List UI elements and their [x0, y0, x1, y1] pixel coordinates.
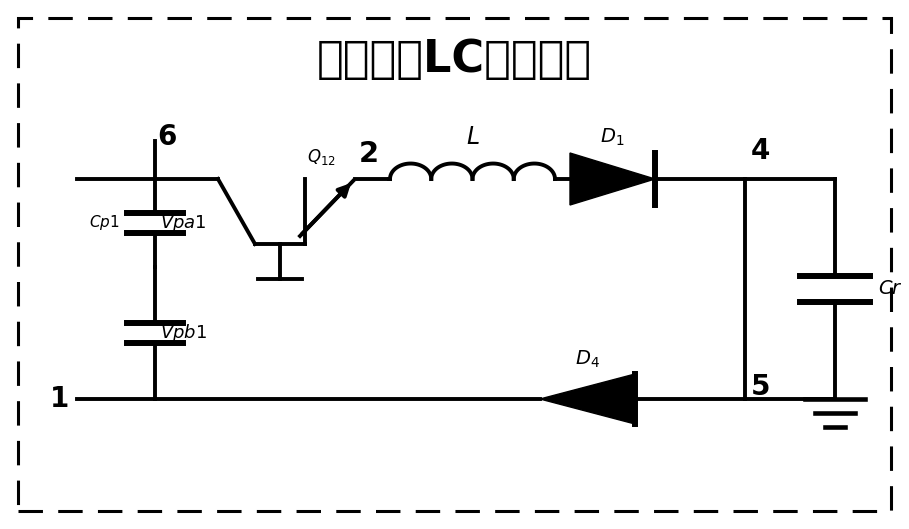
- Text: 正半周期LC振荡回路: 正半周期LC振荡回路: [317, 38, 592, 80]
- Text: 4: 4: [751, 137, 770, 165]
- Text: $\it{Vpb1}$: $\it{Vpb1}$: [160, 322, 207, 344]
- Text: $\it{D_1}$: $\it{D_1}$: [600, 126, 624, 148]
- Text: 5: 5: [751, 373, 771, 401]
- Text: $\it{Vpa1}$: $\it{Vpa1}$: [160, 213, 206, 233]
- Text: 1: 1: [50, 385, 69, 413]
- Polygon shape: [570, 153, 655, 205]
- Text: $\it{Cp1}$: $\it{Cp1}$: [89, 214, 120, 233]
- Text: $\it{L}$: $\it{L}$: [465, 125, 479, 149]
- Polygon shape: [540, 374, 635, 424]
- Text: 6: 6: [157, 123, 176, 151]
- Text: $\it{Q_{12}}$: $\it{Q_{12}}$: [307, 147, 335, 167]
- Text: $\it{D_4}$: $\it{D_4}$: [575, 349, 600, 370]
- Text: 2: 2: [359, 140, 379, 168]
- Text: $\it{Cr}$: $\it{Cr}$: [878, 279, 903, 298]
